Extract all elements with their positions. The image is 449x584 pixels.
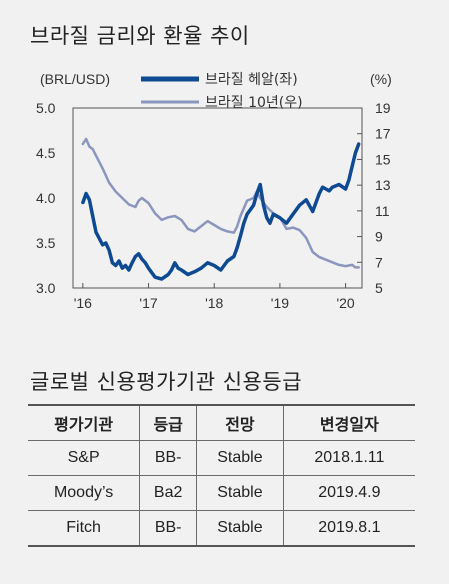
chart-area: (BRL/USD) (%) 5.0 4.5 4.0 3.5 3.0 19 17 15 13 11… xyxy=(36,71,392,311)
cell-outlook: Stable xyxy=(196,510,284,547)
right-tick-label: 19 xyxy=(375,100,391,116)
x-tick-label: '18 xyxy=(205,295,223,311)
ratings-title: 글로벌 신용평가기관 신용등급 xyxy=(30,370,303,394)
header-outlook: 전망 xyxy=(196,404,284,441)
chart-title: 브라질 금리와 환율 추이 xyxy=(30,24,250,48)
cell-outlook: Stable xyxy=(196,440,284,476)
header-rating: 등급 xyxy=(139,404,198,441)
right-tick-label: 7 xyxy=(375,254,383,270)
right-tick-label: 9 xyxy=(375,229,383,245)
x-tick-label: '16 xyxy=(74,295,92,311)
x-tick-label: '20 xyxy=(336,295,354,311)
cell-date: 2019.8.1 xyxy=(282,510,415,547)
left-axis-label: (BRL/USD) xyxy=(40,71,110,87)
right-tick-label: 11 xyxy=(375,203,390,219)
header-date: 변경일자 xyxy=(282,404,415,441)
header-agency: 평가기관 xyxy=(28,404,141,441)
table-row: S&P BB- Stable 2018.1.11 xyxy=(28,440,415,476)
cell-date: 2019.4.9 xyxy=(282,475,415,511)
legend-label-bond: 브라질 10년(우) xyxy=(205,95,303,111)
cell-rating: BB- xyxy=(139,440,198,476)
table-row: Fitch BB- Stable 2019.8.1 xyxy=(28,510,415,547)
cell-rating: Ba2 xyxy=(139,475,198,511)
table-header-row: 평가기관 등급 전망 변경일자 xyxy=(28,404,415,441)
right-axis-label: (%) xyxy=(370,71,392,87)
ratings-table: 평가기관 등급 전망 변경일자 S&P BB- Stable 2018.1.11… xyxy=(28,404,415,547)
left-tick-label: 3.5 xyxy=(36,235,56,251)
right-tick-label: 15 xyxy=(375,151,391,167)
right-tick-label: 17 xyxy=(375,126,391,142)
cell-agency: Fitch xyxy=(28,510,141,547)
left-tick-label: 5.0 xyxy=(36,100,56,116)
series-line-fx xyxy=(81,142,361,281)
x-tick-label: '17 xyxy=(139,295,157,311)
left-tick-label: 4.5 xyxy=(36,145,56,161)
cell-agency: Moody’s xyxy=(28,475,141,511)
right-tick-label: 13 xyxy=(375,177,391,193)
right-tick-label: 5 xyxy=(375,280,383,296)
table-row: Moody’s Ba2 Stable 2019.4.9 xyxy=(28,475,415,511)
cell-agency: S&P xyxy=(28,440,141,476)
left-tick-label: 4.0 xyxy=(36,190,56,206)
legend-label-fx: 브라질 헤알(좌) xyxy=(205,72,298,88)
series-line-bond xyxy=(81,137,360,269)
cell-date: 2018.1.11 xyxy=(282,440,415,476)
cell-outlook: Stable xyxy=(196,475,284,511)
cell-rating: BB- xyxy=(139,510,198,547)
x-tick-label: '19 xyxy=(271,295,289,311)
left-tick-label: 3.0 xyxy=(36,280,56,296)
